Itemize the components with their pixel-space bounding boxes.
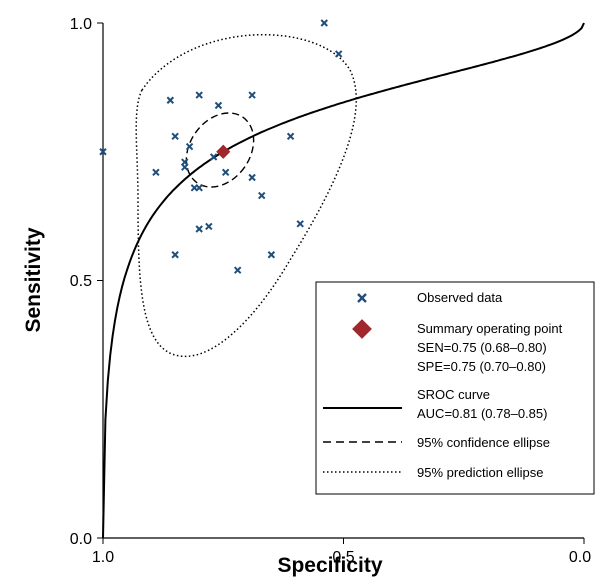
observed-point-0 bbox=[99, 148, 107, 156]
observed-point-21 bbox=[286, 132, 295, 141]
legend-summary-spe: SPE=0.75 (0.70–0.80) bbox=[417, 359, 546, 374]
legend: Observed data Summary operating point SE… bbox=[315, 281, 595, 495]
observed-point-23 bbox=[320, 19, 328, 27]
observed-point-17 bbox=[248, 91, 256, 99]
observed-point-6 bbox=[181, 163, 189, 171]
prediction-ellipse bbox=[135, 33, 357, 358]
y-tick-label-0.5: 0.5 bbox=[70, 273, 92, 290]
observed-point-4 bbox=[171, 251, 179, 259]
observed-point-24 bbox=[334, 50, 343, 58]
observed-point-1 bbox=[152, 168, 160, 177]
legend-sroc-label: SROC curve bbox=[417, 387, 490, 402]
legend-observed-marker bbox=[357, 293, 367, 303]
observed-points bbox=[99, 19, 343, 274]
axes: 1.0 0.5 0.0 0.0 0.5 1.0 Specificity Sens… bbox=[22, 16, 591, 577]
observed-point-15 bbox=[221, 168, 230, 177]
y-axis-title: Sensitivity bbox=[22, 227, 45, 332]
observed-point-10 bbox=[195, 184, 203, 192]
legend-prediction-label: 95% prediction ellipse bbox=[417, 465, 543, 480]
summary-point bbox=[216, 144, 231, 159]
legend-summary-marker bbox=[352, 319, 372, 339]
observed-point-7 bbox=[185, 142, 194, 151]
observed-point-12 bbox=[205, 222, 213, 231]
observed-point-2 bbox=[166, 96, 175, 104]
observed-point-20 bbox=[267, 251, 276, 259]
sroc-curve bbox=[102, 22, 585, 539]
observed-point-22 bbox=[296, 220, 304, 228]
legend-confidence-label: 95% confidence ellipse bbox=[417, 435, 550, 450]
legend-sroc-auc: AUC=0.81 (0.78–0.85) bbox=[417, 406, 547, 421]
observed-point-16 bbox=[233, 266, 242, 274]
observed-point-11 bbox=[195, 225, 203, 233]
observed-point-19 bbox=[258, 191, 266, 200]
observed-point-18 bbox=[248, 173, 256, 182]
y-tick-label-0.0: 0.0 bbox=[70, 531, 92, 548]
x-tick-label-1.0: 1.0 bbox=[92, 549, 114, 566]
legend-observed-label: Observed data bbox=[417, 290, 503, 305]
y-tick-label-1.0: 1.0 bbox=[70, 16, 92, 33]
observed-point-9 bbox=[195, 91, 203, 99]
x-tick-label-0.5: 0.5 bbox=[332, 549, 354, 566]
observed-point-13 bbox=[209, 153, 218, 161]
summary-point-diamond bbox=[216, 144, 231, 159]
x-axis-title: Specificity bbox=[277, 554, 382, 577]
observed-point-14 bbox=[214, 101, 223, 110]
legend-summary-label: Summary operating point bbox=[417, 321, 563, 336]
x-tick-label-0.0: 0.0 bbox=[569, 549, 591, 566]
confidence-ellipse bbox=[185, 112, 255, 188]
legend-summary-sen: SEN=0.75 (0.68–0.80) bbox=[417, 340, 547, 355]
legend-box bbox=[315, 281, 595, 495]
observed-point-3 bbox=[171, 132, 179, 141]
